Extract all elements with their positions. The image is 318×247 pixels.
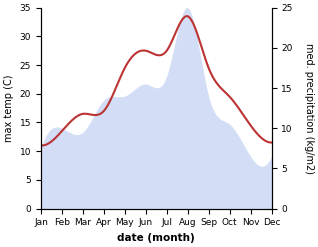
Y-axis label: med. precipitation (kg/m2): med. precipitation (kg/m2) xyxy=(304,43,314,174)
Y-axis label: max temp (C): max temp (C) xyxy=(4,74,14,142)
X-axis label: date (month): date (month) xyxy=(117,233,195,243)
